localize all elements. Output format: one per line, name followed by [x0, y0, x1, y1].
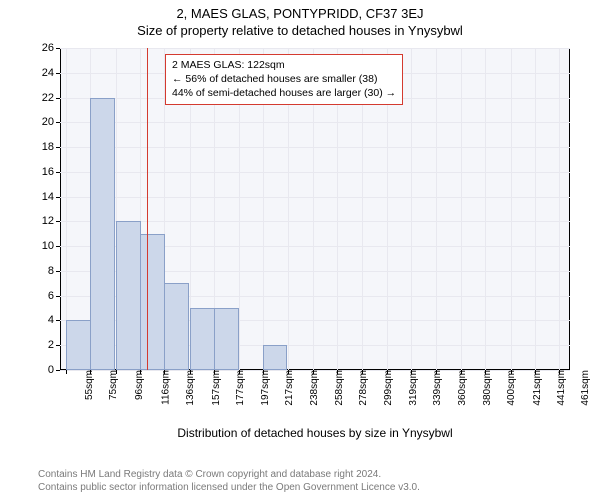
gridline-vertical [436, 48, 437, 370]
y-tick-mark [56, 246, 60, 247]
y-tick-mark [56, 48, 60, 49]
x-tick-label: 197sqm [256, 370, 270, 406]
gridline-horizontal [60, 172, 570, 173]
y-tick-mark [56, 271, 60, 272]
footer-attribution: Contains HM Land Registry data © Crown c… [38, 469, 420, 494]
x-tick-mark [214, 370, 215, 374]
gridline-vertical [535, 48, 536, 370]
y-tick-mark [56, 98, 60, 99]
x-axis-label: Distribution of detached houses by size … [60, 426, 570, 440]
annotation-line: ← 56% of detached houses are smaller (38… [172, 72, 396, 86]
x-tick-label: 177sqm [232, 370, 246, 406]
histogram-bar [190, 308, 215, 370]
x-tick-label: 461sqm [577, 370, 591, 406]
x-tick-mark [116, 370, 117, 374]
x-tick-label: 299sqm [380, 370, 394, 406]
y-tick-mark [56, 73, 60, 74]
chart-title-line1: 2, MAES GLAS, PONTYPRIDD, CF37 3EJ [0, 0, 600, 21]
x-tick-mark [66, 370, 67, 374]
annotation-line: 44% of semi-detached houses are larger (… [172, 86, 396, 100]
property-marker-line [147, 48, 148, 370]
x-tick-mark [90, 370, 91, 374]
annotation-box: 2 MAES GLAS: 122sqm← 56% of detached hou… [165, 54, 403, 105]
x-tick-mark [461, 370, 462, 374]
plot-area: 0246810121416182022242655sqm75sqm96sqm11… [60, 48, 570, 370]
x-tick-label: 55sqm [81, 370, 95, 400]
x-tick-mark [511, 370, 512, 374]
x-tick-label: 157sqm [208, 370, 222, 406]
x-tick-mark [190, 370, 191, 374]
histogram-bar [214, 308, 239, 370]
x-tick-mark [164, 370, 165, 374]
y-tick-mark [56, 320, 60, 321]
x-tick-label: 96sqm [131, 370, 145, 400]
gridline-horizontal [60, 122, 570, 123]
x-tick-label: 319sqm [404, 370, 418, 406]
chart-title-line2: Size of property relative to detached ho… [0, 21, 600, 38]
chart-container: 2, MAES GLAS, PONTYPRIDD, CF37 3EJ Size … [0, 0, 600, 500]
x-tick-label: 380sqm [478, 370, 492, 406]
y-tick-mark [56, 197, 60, 198]
x-tick-mark [362, 370, 363, 374]
x-tick-mark [239, 370, 240, 374]
x-tick-mark [387, 370, 388, 374]
histogram-bar [164, 283, 189, 370]
annotation-line: 2 MAES GLAS: 122sqm [172, 58, 396, 72]
x-tick-label: 441sqm [553, 370, 567, 406]
x-tick-mark [140, 370, 141, 374]
x-tick-mark [313, 370, 314, 374]
x-tick-label: 421sqm [528, 370, 542, 406]
x-tick-label: 75sqm [105, 370, 119, 400]
x-tick-label: 258sqm [330, 370, 344, 406]
y-tick-mark [56, 122, 60, 123]
x-tick-mark [263, 370, 264, 374]
gridline-vertical [559, 48, 560, 370]
y-tick-mark [56, 172, 60, 173]
y-tick-mark [56, 296, 60, 297]
x-tick-mark [535, 370, 536, 374]
histogram-bar [263, 345, 288, 370]
x-tick-mark [288, 370, 289, 374]
y-tick-mark [56, 147, 60, 148]
y-tick-mark [56, 370, 60, 371]
footer-line2: Contains public sector information licen… [38, 482, 420, 495]
y-tick-mark [56, 221, 60, 222]
gridline-vertical [511, 48, 512, 370]
x-tick-mark [485, 370, 486, 374]
x-tick-label: 116sqm [158, 370, 172, 405]
x-tick-label: 400sqm [503, 370, 517, 406]
histogram-bar [66, 320, 91, 370]
x-tick-label: 339sqm [429, 370, 443, 406]
x-tick-label: 278sqm [355, 370, 369, 406]
x-tick-mark [337, 370, 338, 374]
x-tick-mark [411, 370, 412, 374]
footer-line1: Contains HM Land Registry data © Crown c… [38, 469, 420, 482]
x-tick-label: 360sqm [454, 370, 468, 406]
gridline-horizontal [60, 48, 570, 49]
gridline-horizontal [60, 197, 570, 198]
histogram-bar [116, 221, 141, 370]
y-tick-mark [56, 345, 60, 346]
gridline-vertical [485, 48, 486, 370]
gridline-vertical [461, 48, 462, 370]
gridline-vertical [411, 48, 412, 370]
x-tick-label: 238sqm [306, 370, 320, 406]
x-tick-label: 136sqm [182, 370, 196, 406]
x-tick-mark [436, 370, 437, 374]
histogram-bar [90, 98, 115, 370]
gridline-horizontal [60, 147, 570, 148]
histogram-bar [140, 234, 165, 370]
x-tick-label: 217sqm [281, 370, 295, 406]
x-tick-mark [559, 370, 560, 374]
